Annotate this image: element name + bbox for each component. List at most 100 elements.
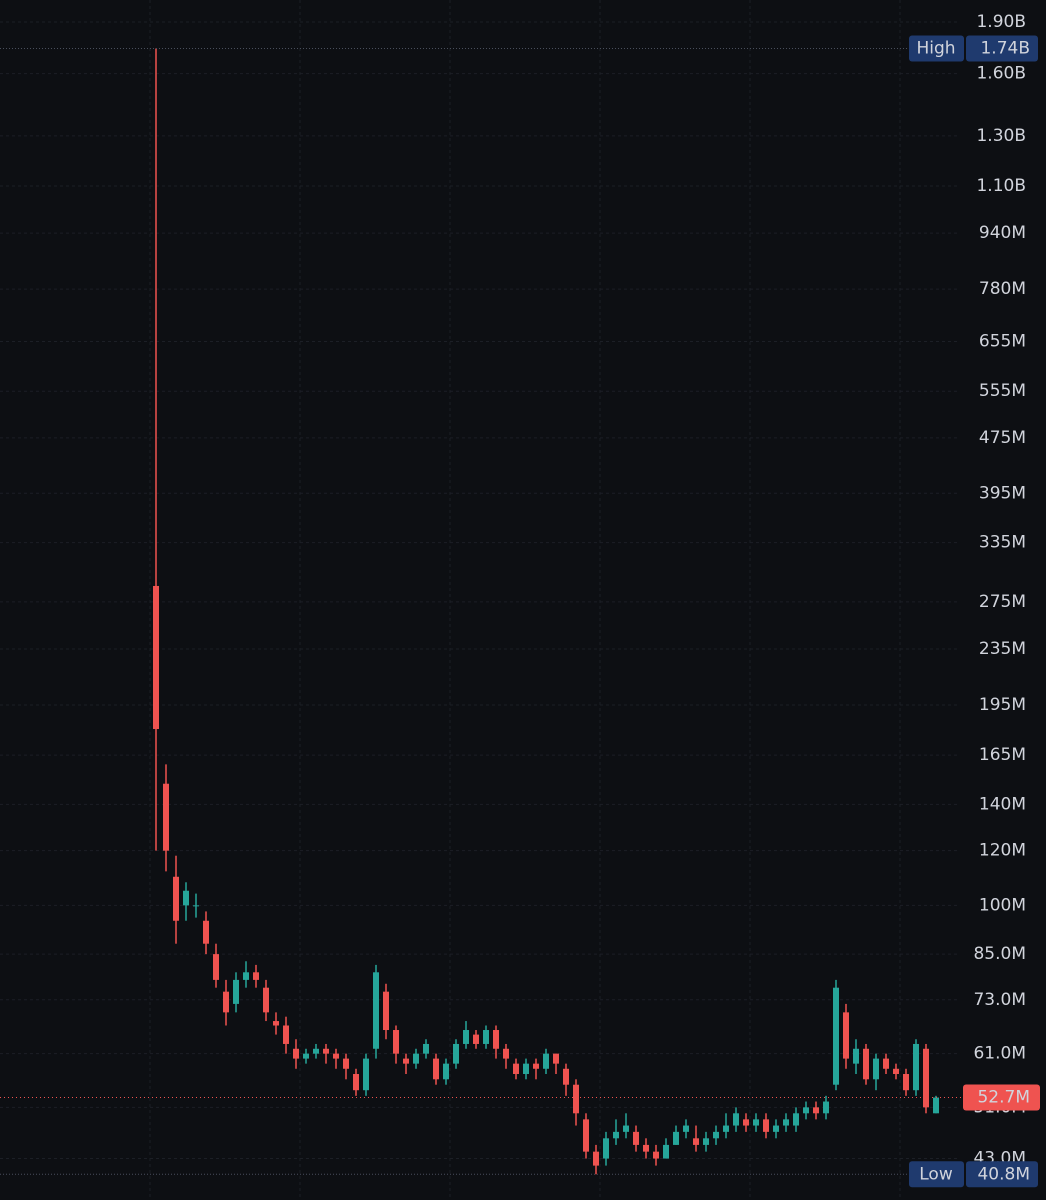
y-tick-label: 1.10B — [976, 176, 1026, 196]
vertical-grid — [149, 0, 901, 1200]
candle-body — [913, 1043, 919, 1091]
candle-body — [213, 954, 219, 980]
low_marker-name-box — [909, 1161, 964, 1188]
candle-body — [673, 1131, 679, 1145]
candle-body — [353, 1073, 359, 1091]
candle-body — [753, 1119, 759, 1126]
candle-body — [503, 1048, 509, 1059]
candle-body — [663, 1144, 669, 1159]
candle-body — [193, 905, 199, 907]
high_marker-name-box — [909, 35, 964, 62]
candle-body — [783, 1119, 789, 1126]
high_marker-value: 1.74B — [980, 38, 1030, 58]
candle-body — [843, 1012, 849, 1059]
candle-body — [183, 890, 189, 906]
candle-body — [893, 1068, 899, 1074]
y-tick-label: 395M — [979, 483, 1026, 503]
candle-body — [723, 1125, 729, 1132]
y-tick-label: 655M — [979, 332, 1026, 352]
candle-body — [483, 1030, 489, 1044]
candle-body — [593, 1151, 599, 1166]
candle-body — [393, 1030, 399, 1054]
candle-body — [283, 1025, 289, 1044]
candle-body — [713, 1131, 719, 1139]
low_marker-value-box — [966, 1161, 1038, 1188]
candle-body — [233, 979, 239, 1004]
candle-body — [323, 1048, 329, 1054]
candle-body — [533, 1063, 539, 1069]
candle-body — [803, 1107, 809, 1114]
candle-body — [833, 987, 839, 1085]
candle-body — [743, 1119, 749, 1126]
candle-body — [243, 972, 249, 980]
y-tick-label: 335M — [979, 533, 1026, 553]
candle-body — [883, 1058, 889, 1069]
y-tick-label: 780M — [979, 279, 1026, 299]
candle-body — [903, 1073, 909, 1091]
y-tick-label: 235M — [979, 639, 1026, 659]
candle-body — [493, 1030, 499, 1049]
y-tick-label: 1.60B — [976, 64, 1026, 84]
candle-body — [863, 1048, 869, 1080]
candle-body — [463, 1030, 469, 1044]
candle-body — [583, 1119, 589, 1152]
candle-body — [763, 1119, 769, 1132]
candle-body — [363, 1058, 369, 1091]
candle-body — [263, 987, 269, 1013]
candle-body — [733, 1113, 739, 1126]
candle-body — [333, 1053, 339, 1059]
candle-body — [653, 1151, 659, 1159]
candle-body — [253, 972, 259, 980]
candle-body — [793, 1113, 799, 1126]
candle-body — [703, 1138, 709, 1145]
candle-body — [613, 1131, 619, 1139]
candle-body — [823, 1101, 829, 1114]
candle-body — [343, 1058, 349, 1069]
y-tick-label: 120M — [979, 841, 1026, 861]
candle-body — [273, 1021, 279, 1026]
candle-body — [813, 1107, 819, 1114]
candle-body — [423, 1043, 429, 1054]
candle-body — [853, 1048, 859, 1064]
y-tick-label: 195M — [979, 695, 1026, 715]
candle-body — [573, 1084, 579, 1114]
y-tick-label: 475M — [979, 428, 1026, 448]
candle-body — [453, 1043, 459, 1064]
last-price-box — [963, 1084, 1040, 1111]
candle-body — [553, 1053, 559, 1064]
candle-body — [623, 1125, 629, 1132]
candle-body — [313, 1048, 319, 1054]
candle-body — [523, 1063, 529, 1074]
candle-body — [373, 972, 379, 1049]
candle-body — [643, 1144, 649, 1152]
candle-body — [683, 1125, 689, 1132]
candle-body — [923, 1048, 929, 1108]
candle-body — [433, 1058, 439, 1080]
y-tick-label: 165M — [979, 745, 1026, 765]
y-tick-label: 61.0M — [973, 1044, 1026, 1064]
candle-body — [403, 1058, 409, 1064]
low_marker-name: Low — [919, 1164, 953, 1184]
candle-body — [563, 1068, 569, 1085]
candle-body — [303, 1053, 309, 1059]
y-tick-label: 73.0M — [973, 990, 1026, 1010]
candle-body — [203, 920, 209, 944]
candle-body — [173, 876, 179, 921]
y-tick-label: 940M — [979, 223, 1026, 243]
y-tick-label: 275M — [979, 592, 1026, 612]
candle-body — [513, 1063, 519, 1074]
y-tick-label: 1.90B — [976, 12, 1026, 32]
candle-body — [873, 1058, 879, 1080]
candle-body — [773, 1125, 779, 1132]
candle-body — [153, 585, 159, 730]
candle-body — [443, 1063, 449, 1080]
y-tick-label: 140M — [979, 794, 1026, 814]
last-price-label: 52.7M — [977, 1088, 1030, 1108]
candle-body — [163, 783, 169, 851]
high_marker-name: High — [916, 38, 955, 58]
low_marker-value: 40.8M — [977, 1164, 1030, 1184]
candle-body — [693, 1138, 699, 1145]
candle-body — [473, 1034, 479, 1044]
candle-body — [543, 1053, 549, 1069]
